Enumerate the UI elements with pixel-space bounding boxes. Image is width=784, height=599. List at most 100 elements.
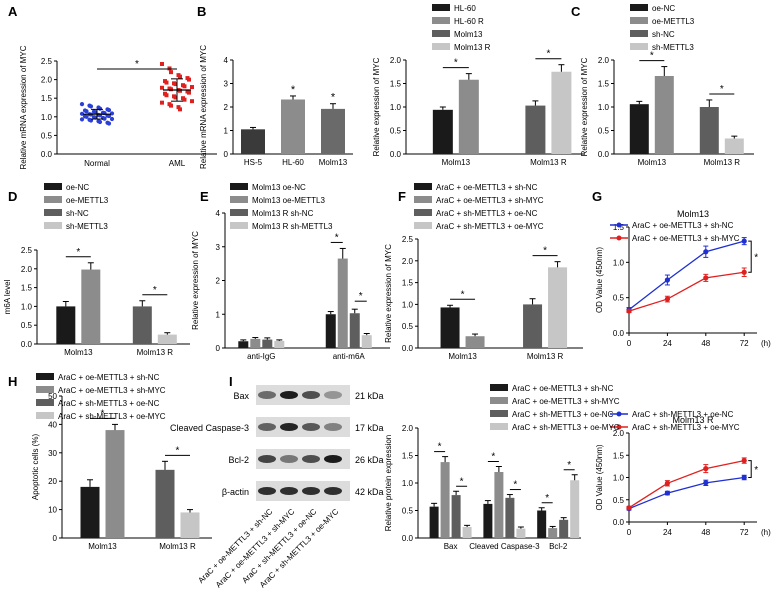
x-tick-label: Molm13 — [442, 158, 471, 167]
y-tick-label: 1.5 — [598, 80, 610, 89]
y-tick-label: 2.5 — [41, 57, 53, 66]
data-point — [741, 238, 747, 244]
y-tick-label: 1.5 — [41, 94, 53, 103]
legend-label: AraC + sh-METTL3 + oe-NC — [58, 399, 160, 408]
blot-band — [280, 487, 298, 495]
legend-label: AraC + oe-METTL3 + sh-MYC — [436, 196, 544, 205]
blot-band — [302, 487, 320, 495]
data-point — [187, 77, 191, 82]
x-tick-label: Molm13 R — [704, 158, 741, 167]
x-tick-label: Molm13 R — [159, 542, 196, 551]
data-bar — [105, 430, 125, 538]
y-tick-label: 0.5 — [21, 321, 33, 330]
y-tick-label: 0.0 — [402, 344, 414, 353]
legend-label: oe-NC — [652, 4, 675, 13]
y-tick-label: 0 — [216, 344, 221, 353]
data-point — [164, 93, 169, 98]
blot-band — [280, 423, 298, 431]
data-point — [187, 90, 191, 95]
data-point — [664, 490, 671, 496]
x-tick-label: 24 — [663, 528, 672, 537]
significance-marker: * — [545, 493, 549, 504]
legend-label: Molm13 R sh-NC — [252, 209, 314, 218]
panel-letter: E — [200, 189, 209, 204]
y-tick-label: 20 — [48, 477, 57, 486]
y-tick-label: 2.5 — [21, 246, 33, 255]
panel-letter: D — [8, 189, 17, 204]
legend-marker — [616, 222, 622, 228]
data-point — [178, 74, 182, 79]
legend-swatch — [230, 209, 248, 216]
blot-band — [302, 391, 320, 399]
data-point — [190, 99, 194, 104]
y-tick-label: 10 — [48, 506, 57, 515]
legend-swatch — [44, 222, 62, 229]
data-point — [106, 108, 112, 113]
legend-swatch — [432, 30, 450, 37]
data-bar — [440, 462, 450, 538]
x-tick-label: Bax — [444, 542, 458, 551]
legend-label: AraC + sh-METTL3 + oe-MYC — [58, 412, 166, 421]
x-axis-label: (h) — [761, 339, 771, 348]
legend-swatch — [44, 209, 62, 216]
legend-label: sh-METTL3 — [66, 222, 108, 231]
significance-marker: * — [513, 480, 517, 491]
y-axis-label: Relative expression of MYC — [384, 244, 393, 343]
legend-swatch — [630, 30, 648, 37]
y-tick-label: 4 — [224, 56, 229, 65]
legend-label: Molm13 R sh-METTL3 — [252, 222, 333, 231]
x-tick-label: Molm13 R — [137, 348, 174, 357]
data-point — [173, 82, 178, 87]
legend-label: Molm13 — [454, 30, 483, 39]
data-bar — [451, 495, 461, 538]
data-point — [79, 117, 85, 122]
y-tick-label: 3 — [216, 243, 221, 252]
legend-marker — [616, 424, 622, 430]
y-axis-label: Apoptotic cells (%) — [31, 434, 40, 501]
x-tick-label: HL-60 — [282, 158, 304, 167]
x-tick-label: 0 — [627, 528, 632, 537]
panel-letter: H — [8, 374, 17, 389]
x-tick-label: Molm13 R — [527, 352, 564, 361]
significance-marker: * — [491, 452, 495, 463]
charts-layer: A 0.0 0.5 1.0 1.5 2.0 2.5 Relative mRNA express… — [3, 4, 771, 551]
legend-label: Molm13 oe-NC — [252, 183, 306, 192]
data-point — [79, 102, 85, 107]
legend-label: AraC + oe-METTL3 + sh-MYC — [632, 234, 740, 243]
data-bar — [241, 129, 265, 154]
data-point — [664, 480, 671, 486]
data-point — [664, 296, 671, 302]
significance-marker: * — [331, 92, 336, 104]
legend-swatch — [36, 412, 54, 419]
blot-size-bax: 21 kDa — [355, 391, 384, 401]
significance-marker: * — [359, 291, 363, 302]
y-axis-label: Relative expression of MYC — [372, 57, 381, 156]
blot-band — [324, 391, 342, 399]
y-tick-label: 2 — [224, 103, 229, 112]
significance-marker: * — [153, 285, 157, 296]
legend-label: AraC + oe-METTL3 + sh-NC — [436, 183, 538, 192]
legend-label: AraC + sh-METTL3 + oe-NC — [512, 410, 614, 419]
legend-label: AraC + oe-METTL3 + sh-NC — [512, 384, 614, 393]
y-tick-label: 1.0 — [21, 302, 33, 311]
blot-label-bcl-2: Bcl-2 — [228, 455, 249, 465]
legend-swatch — [414, 222, 432, 229]
series-line — [628, 459, 745, 509]
blot-band — [258, 423, 276, 431]
legend-swatch — [44, 183, 62, 190]
panel-letter: G — [592, 189, 602, 204]
x-tick-label: Normal — [84, 159, 110, 168]
y-tick-label: 0.5 — [598, 127, 610, 136]
data-bar — [155, 469, 175, 538]
x-tick-label: Cleaved Caspase-3 — [469, 542, 540, 551]
blot-band — [280, 455, 298, 463]
data-bar — [699, 107, 719, 154]
legend-swatch — [36, 373, 54, 380]
significance-marker: * — [176, 445, 180, 456]
legend-swatch — [432, 17, 450, 24]
x-tick-label: anti-m6A — [333, 352, 366, 361]
significance-marker: * — [454, 58, 458, 69]
blot-label-bax: Bax — [233, 391, 249, 401]
significance-marker: * — [567, 460, 571, 471]
data-bar — [516, 528, 526, 538]
